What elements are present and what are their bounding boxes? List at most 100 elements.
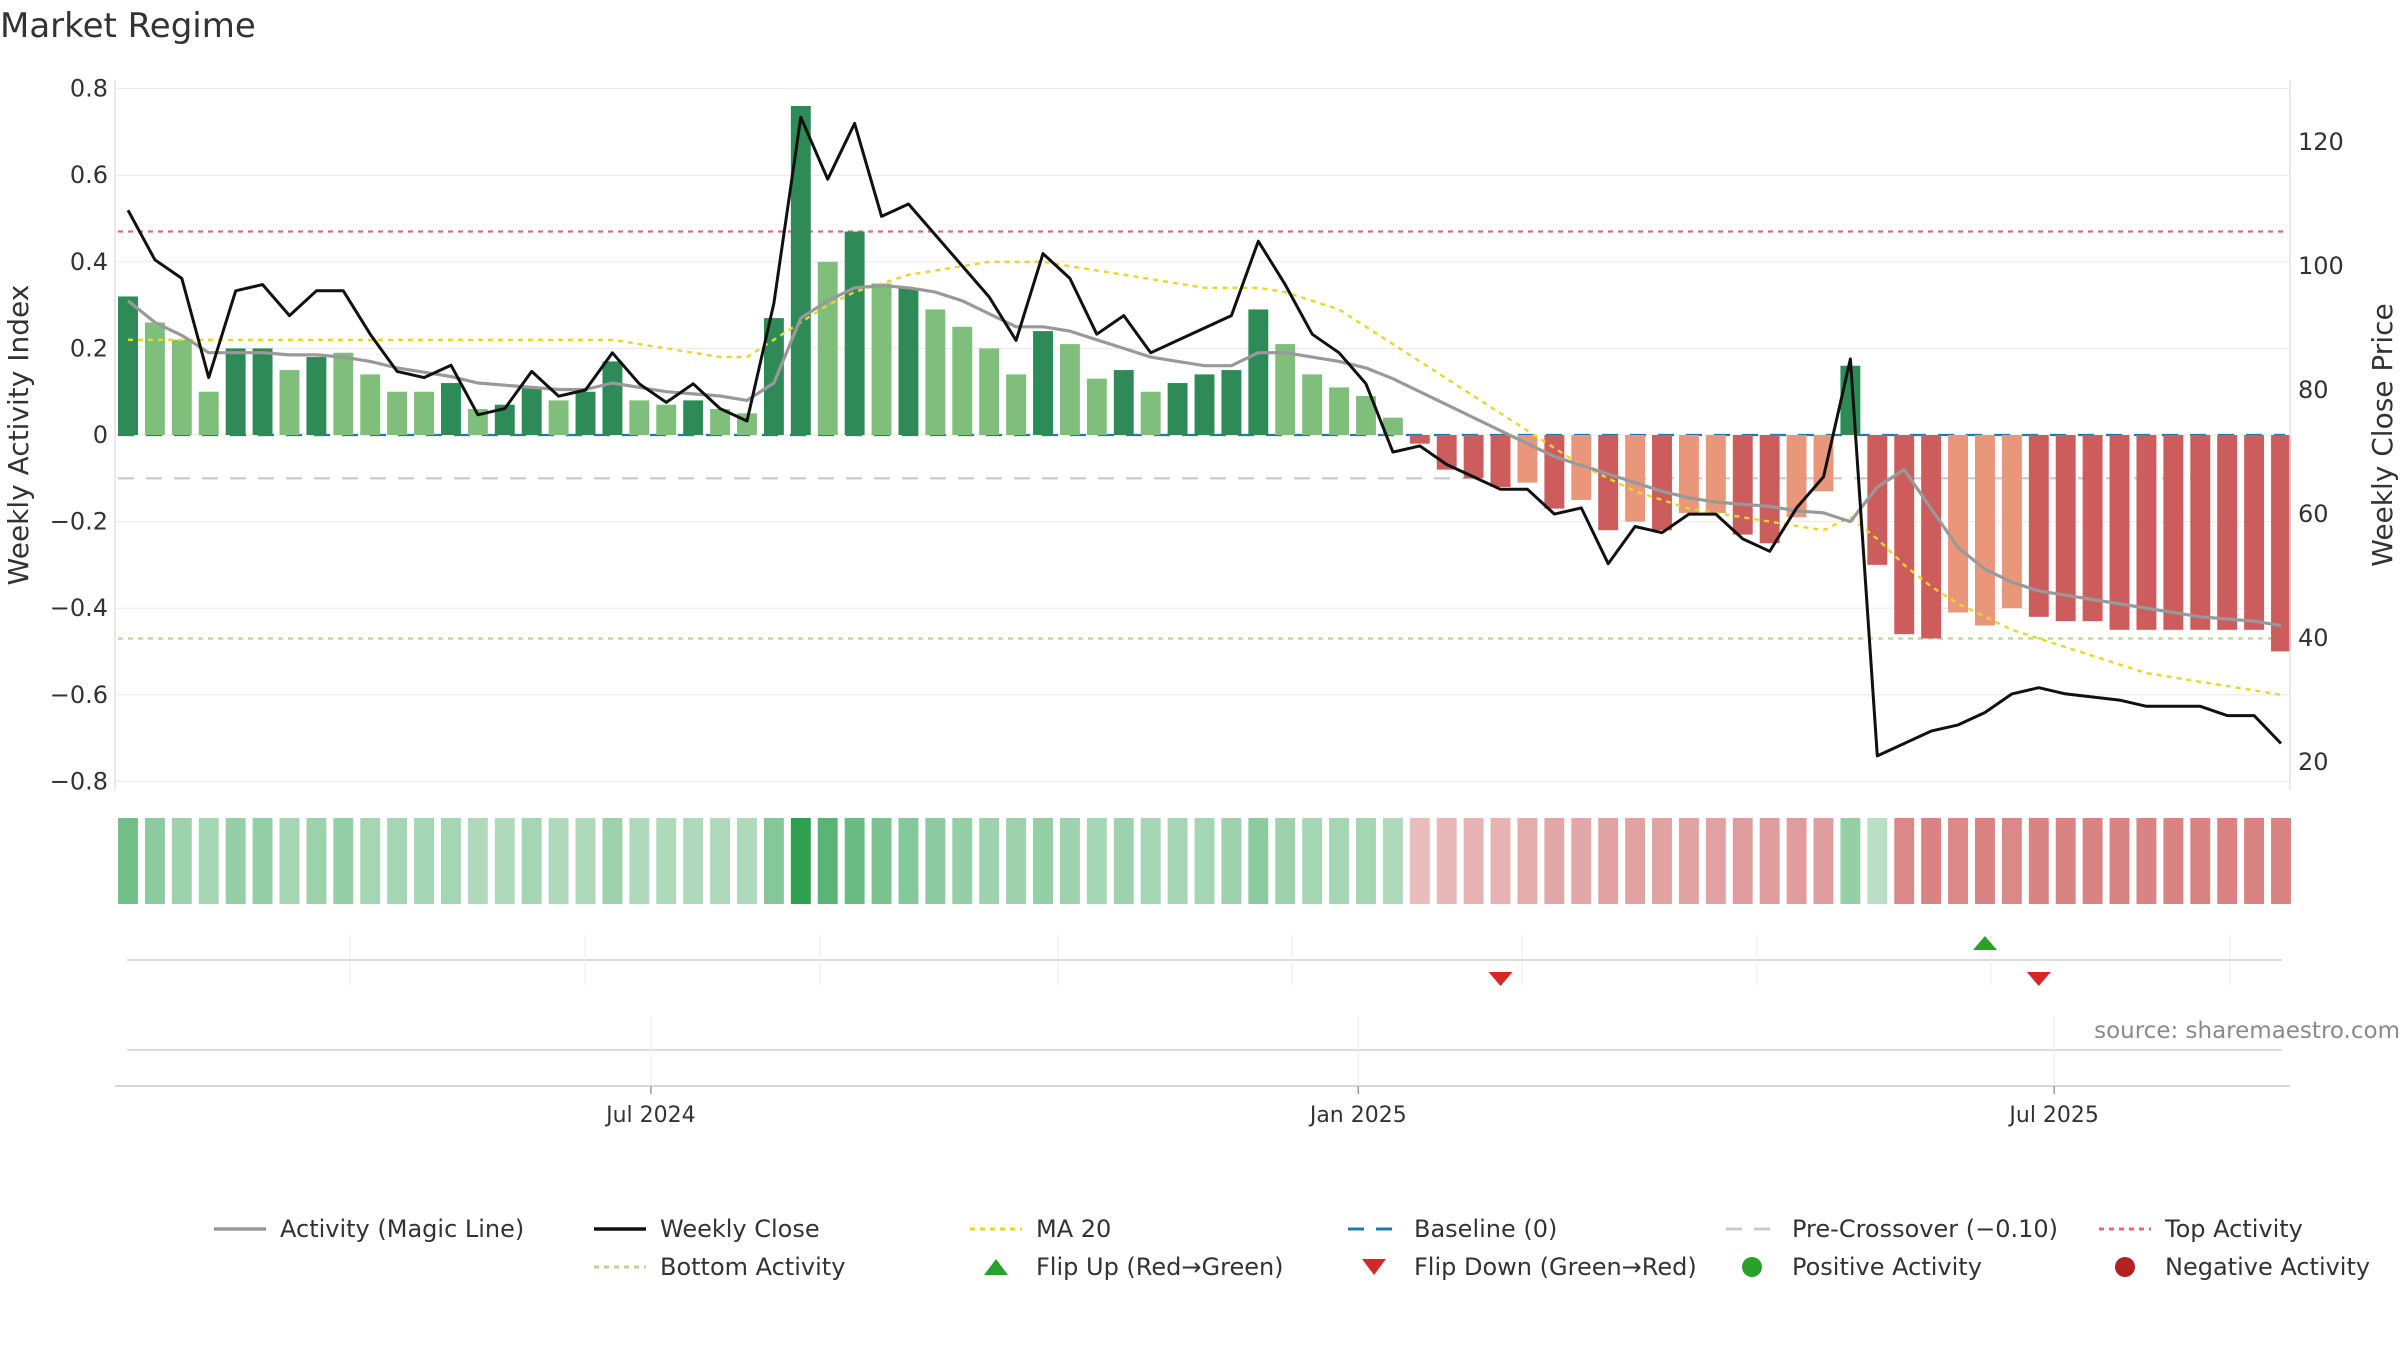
activity-bar	[118, 296, 138, 435]
activity-bar	[1786, 435, 1807, 518]
strip-cell	[360, 818, 381, 904]
axes: 0.8 0.6 0.4 0.2 0 −0.2 −0.4 −0.6 −0.8 120 100 80 60 4…	[2, 75, 2399, 796]
y2-tick-label: 100	[2298, 252, 2344, 280]
legend-symbol	[2115, 1257, 2135, 1277]
strip-cell	[1517, 818, 1538, 904]
strip-cell	[2028, 818, 2049, 904]
activity-bar	[440, 383, 461, 435]
activity-bar	[1652, 435, 1672, 531]
strip-cell	[898, 818, 919, 904]
strip-cell	[790, 818, 811, 904]
activity-bar	[494, 404, 515, 435]
strip-cell	[1490, 818, 1511, 904]
strip-cell	[2055, 818, 2076, 904]
activity-bar	[333, 352, 354, 435]
strip-cell	[521, 818, 542, 904]
legend-symbol	[594, 1265, 646, 1269]
activity-bar	[1625, 435, 1646, 522]
strip-cell	[414, 818, 434, 904]
legend-label: Flip Up (Red→Green)	[1036, 1253, 1284, 1281]
y2-tick-label: 20	[2298, 748, 2329, 776]
activity-bar	[1302, 374, 1323, 435]
activity-bar	[1382, 417, 1403, 435]
strip-cell	[1732, 818, 1753, 904]
legend-symbol	[214, 1227, 266, 1231]
activity-bar	[2055, 435, 2076, 622]
y-tick-label: 0.8	[70, 75, 108, 103]
legend-symbol	[1362, 1259, 1386, 1275]
legend-item: Bottom Activity	[590, 1250, 845, 1284]
strip-cell	[710, 818, 731, 904]
activity-bar	[656, 404, 677, 435]
strip-cell	[225, 818, 246, 904]
strip-cell	[1975, 818, 1995, 904]
y2-tick-label: 120	[2298, 128, 2344, 156]
flip-markers	[127, 935, 2282, 986]
strip-cell	[1086, 818, 1107, 904]
legend-label: Negative Activity	[2165, 1253, 2371, 1281]
activity-bar	[467, 409, 488, 435]
strip-cell	[2001, 818, 2022, 904]
strip-cell	[1705, 818, 1726, 904]
strip-cell	[467, 818, 488, 904]
activity-bar	[1356, 396, 1376, 435]
strip-cell	[1759, 818, 1780, 904]
activity-bar	[548, 400, 569, 435]
activity-bar	[521, 387, 542, 435]
activity-bar	[629, 400, 650, 435]
magic-line	[126, 284, 2282, 628]
y2-tick-label: 80	[2298, 376, 2329, 404]
strip-cell	[387, 818, 408, 904]
legend-symbol	[984, 1259, 1008, 1275]
activity-bar	[225, 348, 246, 435]
strip-cell	[1840, 818, 1861, 904]
activity-bar	[1975, 435, 1995, 626]
activity-bar	[1867, 435, 1888, 565]
activity-bar	[1571, 435, 1592, 500]
strip-cell	[1033, 818, 1053, 904]
activity-bar	[952, 326, 973, 435]
strip-cell	[979, 818, 1000, 904]
legend-item: Pre-Crossover (−0.10)	[1722, 1212, 2058, 1246]
strip-cell	[2136, 818, 2157, 904]
legend-label: Baseline (0)	[1414, 1215, 1558, 1243]
activity-bar	[279, 370, 300, 435]
activity-bar	[790, 105, 811, 435]
activity-bar	[763, 318, 784, 435]
strip-cell	[1302, 818, 1323, 904]
activity-bar	[1409, 435, 1430, 444]
activity-bar	[1894, 435, 1915, 635]
strip-cell	[118, 818, 138, 904]
strip-cell	[683, 818, 704, 904]
activity-bar	[844, 231, 865, 435]
x-tick-label: Jul 2024	[604, 1103, 696, 1128]
strip-cell	[1194, 818, 1215, 904]
activity-bar	[1113, 370, 1134, 435]
ma20-line	[128, 260, 2282, 696]
strip-cell	[1813, 818, 1834, 904]
strip-cell	[2163, 818, 2184, 904]
legend-symbol	[2099, 1227, 2151, 1231]
strip-cell	[1167, 818, 1188, 904]
y-tick-label: −0.4	[50, 594, 108, 622]
activity-bar	[1921, 435, 1942, 639]
strip-cell	[1894, 818, 1915, 904]
strip-cell	[2082, 818, 2103, 904]
source-note: source: sharemaestro.com	[2094, 1018, 2400, 1044]
strip-cell	[440, 818, 461, 904]
strip-cell	[602, 818, 623, 904]
strip-cell	[737, 818, 757, 904]
activity-bar	[1059, 344, 1080, 435]
series-lines	[126, 115, 2283, 758]
activity-bar	[2244, 435, 2265, 630]
activity-bar	[144, 322, 165, 435]
activity-bar	[871, 283, 892, 435]
activity-bar	[306, 357, 327, 435]
legend-item: MA 20	[966, 1212, 1111, 1246]
strip-cell	[548, 818, 569, 904]
strip-cell	[1248, 818, 1269, 904]
activity-bar	[925, 309, 946, 435]
strip-cell	[1867, 818, 1888, 904]
activity-bar	[2163, 435, 2184, 630]
activity-bar	[2136, 435, 2157, 630]
